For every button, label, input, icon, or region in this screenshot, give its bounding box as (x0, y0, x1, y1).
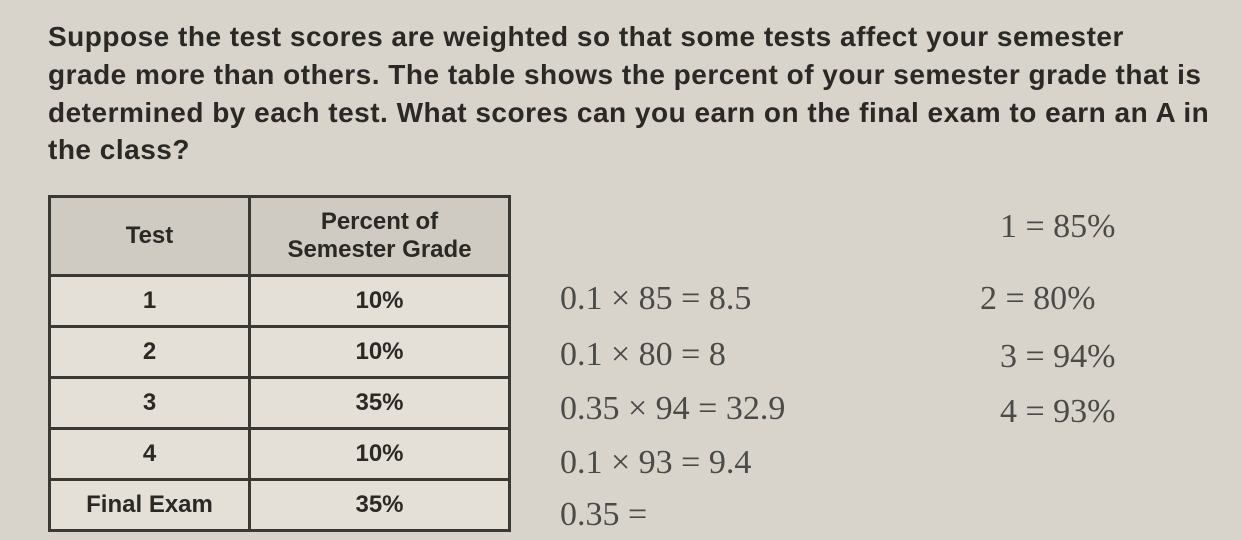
col-header-test: Test (50, 197, 250, 276)
table-row: 1 10% (50, 276, 510, 327)
weights-table: Test Percent of Semester Grade 1 10% 2 1… (48, 195, 511, 532)
cell-percent: 35% (250, 480, 510, 531)
question-text: Suppose the test scores are weighted so … (48, 18, 1210, 169)
table-row: 4 10% (50, 429, 510, 480)
table-row: 3 35% (50, 378, 510, 429)
table-header-row: Test Percent of Semester Grade (50, 197, 510, 276)
cell-test: 3 (50, 378, 250, 429)
col-header-percent: Percent of Semester Grade (250, 197, 510, 276)
handwriting-right-2: 2 = 80% (980, 282, 1096, 316)
table-row: Final Exam 35% (50, 480, 510, 531)
handwriting-right-4: 4 = 93% (1000, 395, 1116, 429)
handwriting-calc-2: 0.1 × 80 = 8 (560, 338, 726, 372)
cell-test: 4 (50, 429, 250, 480)
cell-percent: 35% (250, 378, 510, 429)
cell-percent: 10% (250, 276, 510, 327)
cell-percent: 10% (250, 429, 510, 480)
cell-test: 1 (50, 276, 250, 327)
table-row: 2 10% (50, 327, 510, 378)
cell-test: Final Exam (50, 480, 250, 531)
handwriting-calc-4: 0.1 × 93 = 9.4 (560, 446, 751, 480)
cell-percent: 10% (250, 327, 510, 378)
handwriting-calc-3: 0.35 × 94 = 32.9 (560, 392, 785, 426)
handwriting-calc-1: 0.1 × 85 = 8.5 (560, 282, 751, 316)
handwriting-right-1: 1 = 85% (1000, 210, 1116, 244)
cell-test: 2 (50, 327, 250, 378)
handwriting-right-3: 3 = 94% (1000, 340, 1116, 374)
handwriting-calc-5: 0.35 = (560, 498, 647, 532)
